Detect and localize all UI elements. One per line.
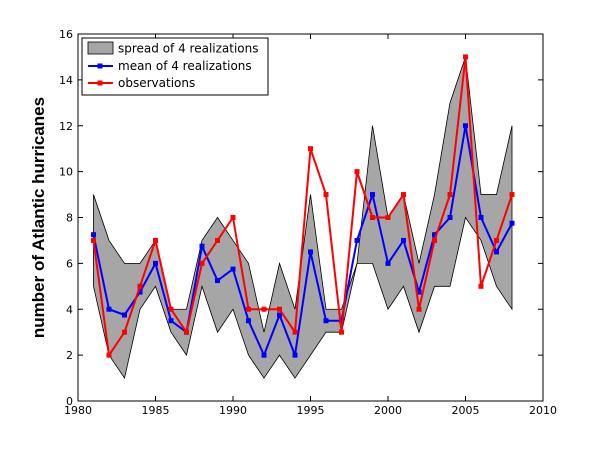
point-mean-of-4-realizations [308, 249, 313, 255]
point-mean-of-4-realizations [370, 192, 375, 198]
point-observations [199, 260, 205, 266]
series-observations [91, 54, 515, 358]
point-observations [308, 146, 313, 152]
point-mean-of-4-realizations [215, 278, 220, 284]
y-tick-label: 8 [66, 212, 73, 225]
point-observations [215, 237, 220, 243]
legend-label-spread: spread of 4 realizations [118, 42, 259, 56]
legend-label-mean: mean of 4 realizations [118, 59, 252, 73]
y-tick-label: 12 [59, 120, 73, 133]
point-observations [292, 329, 298, 335]
point-observations [401, 192, 406, 198]
point-mean-of-4-realizations [447, 215, 453, 220]
point-observations [509, 192, 515, 198]
point-observations [339, 329, 344, 335]
point-mean-of-4-realizations [385, 260, 391, 266]
y-tick-label: 6 [66, 257, 73, 270]
point-mean-of-4-realizations [153, 260, 158, 266]
point-observations [246, 306, 251, 312]
point-observations [277, 306, 282, 312]
legend-label-observations: observations [118, 76, 195, 90]
legend-swatch-spread [87, 41, 114, 55]
point-observations [447, 192, 453, 198]
point-observations [416, 306, 422, 312]
y-axis-title: number of Atlantic hurricanes [29, 97, 48, 338]
point-mean-of-4-realizations [401, 237, 406, 243]
point-mean-of-4-realizations [137, 289, 143, 295]
axis-layer: 1980 1985 1990 1995 2000 2005 2010 0 2 4 6 8 10 12 14 1… [59, 28, 557, 417]
point-observations [230, 215, 236, 220]
point-mean-of-4-realizations [277, 312, 282, 318]
point-observations [184, 329, 189, 335]
x-tick-label: 1995 [297, 404, 325, 417]
legend-marker-mean [97, 63, 103, 69]
point-mean-of-4-realizations [199, 243, 205, 249]
point-observations [168, 306, 174, 312]
point-mean-of-4-realizations [416, 289, 422, 295]
point-mean-of-4-realizations [509, 220, 515, 226]
point-mean-of-4-realizations [323, 318, 329, 324]
x-tick-label: 1990 [219, 404, 247, 417]
point-mean-of-4-realizations [246, 318, 251, 324]
y-tick-label: 2 [66, 349, 73, 362]
series-mean-of-4-realizations [91, 123, 515, 358]
legend-marker-observations [97, 80, 103, 86]
point-observations [478, 283, 484, 289]
series-line-mean-of-4-realizations [92, 124, 513, 357]
x-tick-label: 1985 [142, 404, 170, 417]
point-observations [494, 237, 499, 243]
point-observations [385, 215, 391, 220]
point-mean-of-4-realizations [261, 352, 267, 358]
y-tick-label: 4 [66, 303, 73, 316]
point-mean-of-4-realizations [494, 249, 499, 255]
x-tick-label: 2000 [374, 404, 402, 417]
point-observations [106, 352, 112, 358]
y-tick-label: 16 [59, 28, 73, 41]
y-tick-label: 10 [59, 166, 73, 179]
x-tick-label: 2010 [529, 404, 557, 417]
point-observations [153, 237, 158, 243]
point-observations [432, 237, 437, 243]
point-observations [463, 54, 468, 60]
point-observations [91, 237, 96, 243]
point-mean-of-4-realizations [354, 237, 360, 243]
point-mean-of-4-realizations [478, 215, 484, 220]
x-tick-label: 2005 [452, 404, 480, 417]
series-layer [91, 54, 515, 358]
point-mean-of-4-realizations [106, 306, 112, 312]
point-mean-of-4-realizations [463, 123, 468, 129]
point-mean-of-4-realizations [432, 232, 437, 238]
x-tick-label: 1980 [64, 404, 92, 417]
point-mean-of-4-realizations [339, 318, 344, 324]
point-observations [370, 215, 375, 220]
point-observations [122, 329, 127, 335]
point-mean-of-4-realizations [168, 318, 174, 324]
point-observations [354, 169, 360, 175]
y-tick-label: 0 [66, 395, 73, 408]
legend: spread of 4 realizations mean of 4 reali… [81, 37, 269, 96]
point-mean-of-4-realizations [230, 266, 236, 272]
point-mean-of-4-realizations [91, 232, 96, 238]
point-mean-of-4-realizations [122, 312, 127, 318]
series-line-observations [92, 55, 513, 357]
point-mean-of-4-realizations [292, 352, 298, 358]
y-tick-label: 14 [59, 74, 73, 87]
point-observations [261, 306, 267, 312]
point-observations [137, 283, 143, 289]
point-observations [323, 192, 329, 198]
